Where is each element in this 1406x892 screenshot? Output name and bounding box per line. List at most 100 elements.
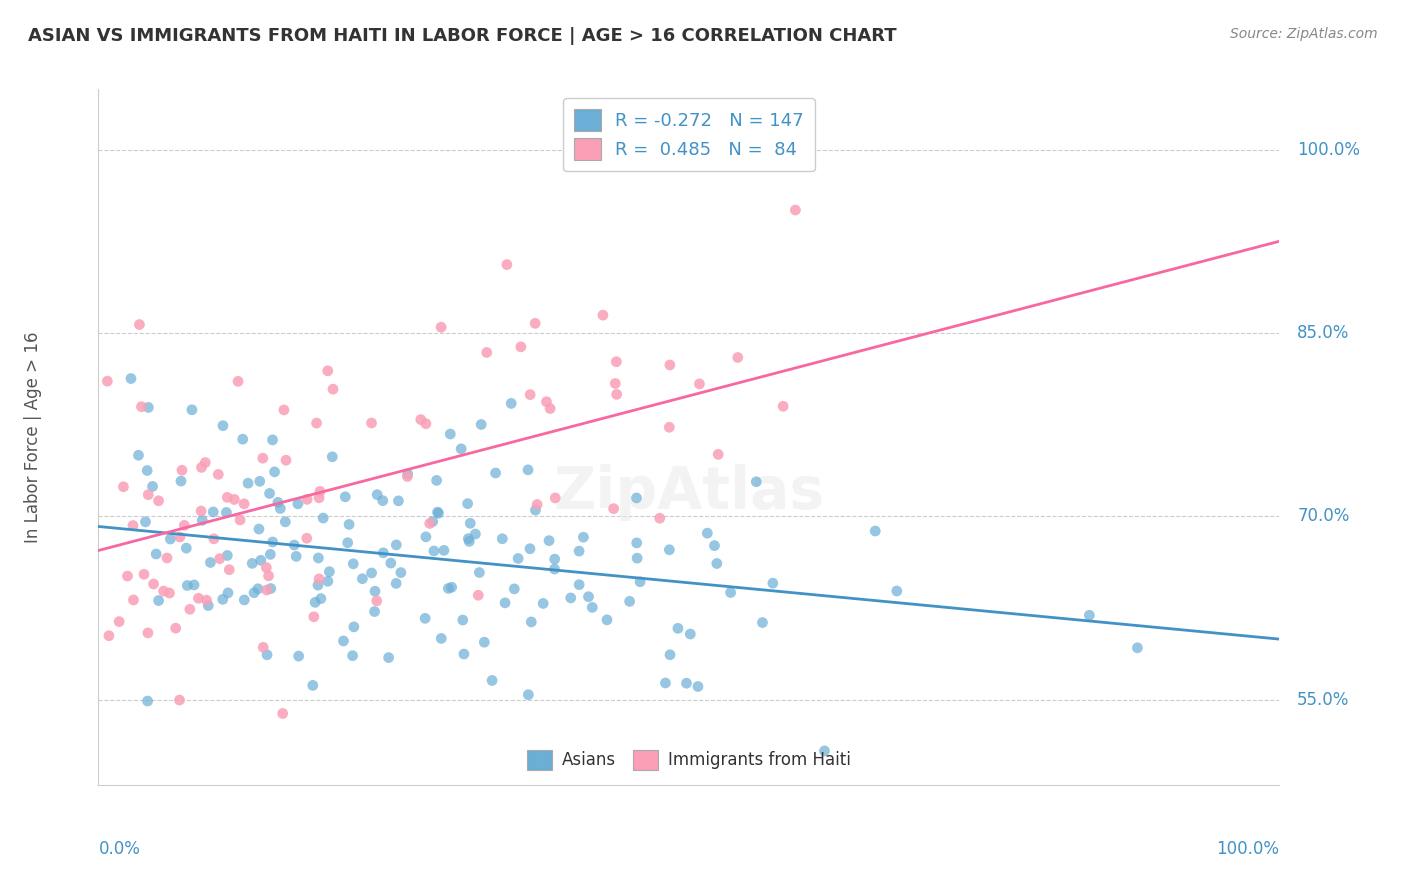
Point [304,595,326,609]
Point [316,364,339,378]
Point [309,484,332,499]
Text: 100.0%: 100.0% [1298,141,1360,160]
Point [337,517,360,532]
Point [308,491,330,505]
Point [259,486,281,500]
Point [131,400,153,414]
Point [409,412,432,426]
Point [468,566,491,580]
Point [226,375,249,389]
Point [169,693,191,707]
Point [332,634,354,648]
Point [720,585,742,599]
Text: 70.0%: 70.0% [1298,508,1350,525]
Point [688,376,710,391]
Point [159,586,181,600]
Point [217,549,239,563]
Point [273,403,295,417]
Point [464,527,486,541]
Point [322,382,344,396]
Point [679,627,702,641]
Point [307,578,329,592]
Point [380,556,402,570]
Point [136,488,159,502]
Point [156,551,179,566]
Point [606,387,628,401]
Point [181,402,204,417]
Point [389,566,412,580]
Point [560,591,582,605]
Point [302,609,325,624]
Point [581,600,603,615]
Point [415,417,437,431]
Point [494,596,516,610]
Point [173,518,195,533]
Point [648,511,671,525]
Point [321,450,343,464]
Point [122,518,145,533]
Point [200,556,222,570]
Point [602,501,624,516]
Point [503,582,526,596]
Point [269,501,291,516]
Point [596,613,619,627]
Point [659,648,682,662]
Point [626,491,648,505]
Point [148,593,170,607]
Point [190,460,212,475]
Point [229,513,252,527]
Point [458,534,481,549]
Point [430,320,453,334]
Text: ASIAN VS IMMIGRANTS FROM HAITI IN LABOR FORCE | AGE > 16 CORRELATION CHART: ASIAN VS IMMIGRANTS FROM HAITI IN LABOR … [28,27,897,45]
Point [605,355,627,369]
Point [159,532,181,546]
Point [517,463,540,477]
Point [170,474,193,488]
Point [387,494,409,508]
Point [491,532,513,546]
Point [301,678,323,692]
Point [706,557,728,571]
Point [496,258,519,272]
Point [419,516,441,531]
Point [520,615,543,629]
Point [572,530,595,544]
Point [524,317,547,331]
Point [437,582,460,596]
Point [262,433,284,447]
Point [543,562,565,576]
Point [519,387,541,401]
Point [176,578,198,592]
Point [658,542,681,557]
Point [142,479,165,493]
Point [440,580,463,594]
Point [430,632,453,646]
Point [97,629,120,643]
Text: 55.0%: 55.0% [1298,690,1350,708]
Point [371,493,394,508]
Point [249,553,271,567]
Point [148,493,170,508]
Point [136,463,159,477]
Point [295,492,318,507]
Legend: Asians, Immigrants from Haiti: Asians, Immigrants from Haiti [520,743,858,777]
Point [170,463,193,477]
Point [396,469,419,483]
Point [262,535,284,549]
Text: 0.0%: 0.0% [98,840,141,858]
Point [183,578,205,592]
Point [96,374,118,388]
Point [218,563,240,577]
Point [274,453,297,467]
Point [197,599,219,613]
Point [453,647,475,661]
Point [352,572,374,586]
Point [470,417,492,432]
Point [236,476,259,491]
Point [142,577,165,591]
Point [194,456,217,470]
Point [363,605,385,619]
Point [813,744,835,758]
Point [707,447,730,461]
Point [544,552,567,566]
